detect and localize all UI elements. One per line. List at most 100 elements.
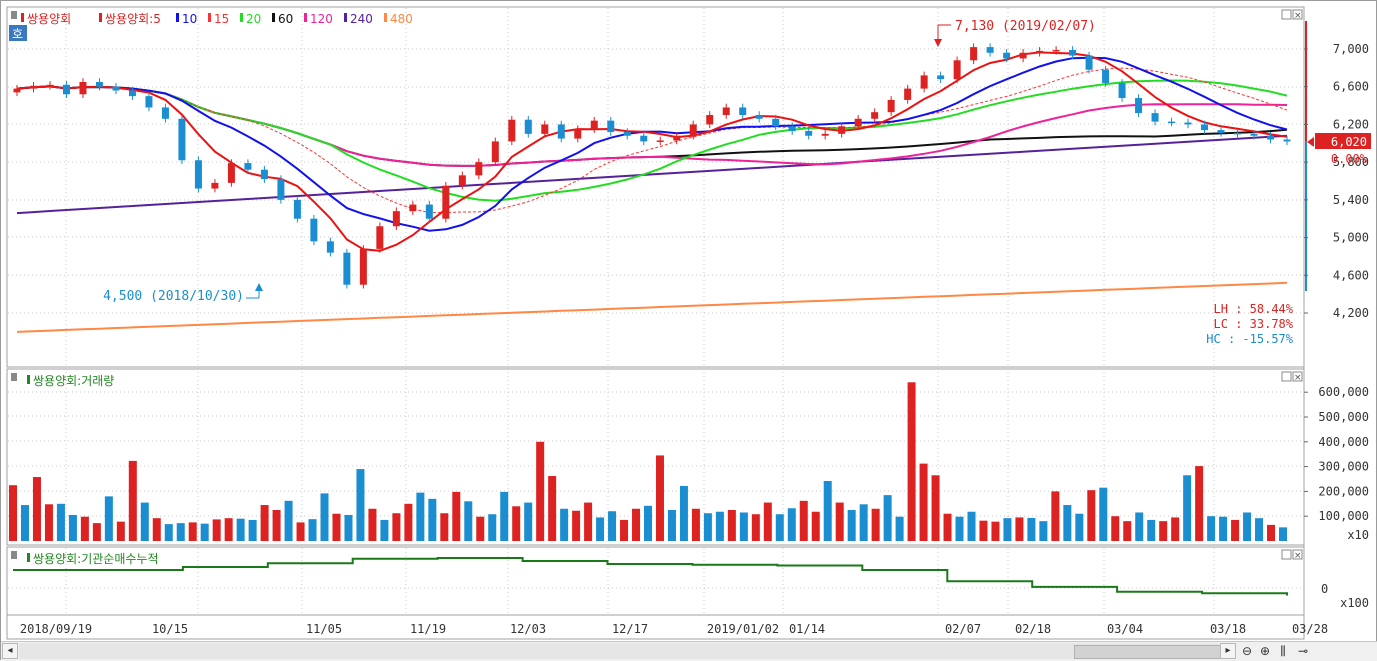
volume-bar	[727, 510, 736, 541]
moving-average-lines	[16, 51, 1288, 333]
volume-bar	[1039, 521, 1048, 541]
x-axis-label: 03/28	[1292, 622, 1328, 636]
x-axis-label: 12/03	[510, 622, 546, 636]
scroll-track[interactable]	[19, 643, 1234, 659]
zoom-in-icon[interactable]: ⊕	[1259, 644, 1271, 658]
candle-body	[937, 75, 945, 80]
candle-body	[1151, 113, 1159, 122]
x-axis-label: 11/19	[410, 622, 446, 636]
volume-bar	[380, 519, 389, 541]
price-panel-window-icons[interactable]: ×	[1281, 9, 1303, 21]
volume-legend[interactable]: 쌍용양회:거래량	[11, 373, 114, 388]
candle-body	[211, 182, 219, 189]
volume-bar	[296, 522, 305, 541]
volume-bar	[248, 519, 257, 541]
legend-ma-swatch	[272, 13, 275, 22]
x-axis-label: 11/05	[306, 622, 342, 636]
volume-bar	[823, 480, 832, 541]
volume-bar	[20, 505, 29, 541]
price-tick-label: 6,600	[1333, 80, 1369, 94]
zoom-out-icon[interactable]: ⊖	[1241, 644, 1253, 658]
candle-body	[673, 135, 681, 141]
volume-bar	[1267, 524, 1276, 541]
volume-bar	[1027, 517, 1036, 541]
inst-legend[interactable]: 쌍용양회:기관순매수누적	[11, 551, 158, 566]
volume-tick-label: 100,000	[1318, 509, 1369, 523]
volume-bar	[92, 523, 101, 541]
range-slider-icon[interactable]: ⊸	[1297, 644, 1309, 658]
candle-body	[854, 118, 862, 127]
volume-bar	[404, 503, 413, 541]
volume-bar	[775, 514, 784, 541]
candle-body	[310, 218, 318, 242]
volume-tick-label: 300,000	[1318, 460, 1369, 474]
inst-panel-window-icons[interactable]: ×	[1281, 549, 1303, 561]
candlesticks	[13, 43, 1291, 289]
inst-cumulative-line	[13, 557, 1288, 596]
volume-bar	[332, 513, 341, 541]
volume-bar	[691, 508, 700, 541]
bar-width-icon[interactable]: ⫼	[1280, 644, 1286, 658]
price-tick-label: 5,000	[1333, 231, 1369, 245]
candle-body	[755, 115, 763, 119]
volume-bar	[596, 517, 605, 541]
volume-bar	[979, 520, 988, 541]
candle-body	[1168, 121, 1176, 124]
candle-body	[409, 204, 417, 212]
volume-bar	[1219, 516, 1228, 541]
volume-panel-window-icons[interactable]: ×	[1281, 371, 1303, 383]
scroll-right-button[interactable]: ▸	[1220, 643, 1236, 659]
candle-body	[161, 107, 169, 119]
volume-bar	[1243, 512, 1252, 541]
volume-bar	[787, 508, 796, 541]
candle-body	[442, 185, 450, 219]
volume-bar	[500, 491, 509, 541]
candle-body	[128, 90, 136, 97]
volume-bar	[1015, 517, 1024, 541]
x-axis-labels: 2018/09/19 10/15 11/05 11/19 12/03 12/17 2019/…	[20, 622, 1328, 636]
x-axis-label: 2019/01/02	[707, 622, 779, 636]
volume-bar	[284, 500, 293, 541]
volume-tick-label: 400,000	[1318, 435, 1369, 449]
volume-bar	[739, 512, 748, 541]
scroll-thumb[interactable]	[1074, 645, 1234, 659]
legend-ma-period: 20	[246, 12, 261, 26]
candle-body	[425, 204, 433, 219]
candle-body	[772, 118, 780, 127]
x-axis-label: 01/14	[789, 622, 825, 636]
volume-bar	[1195, 466, 1204, 541]
chart-scrollbar[interactable]: ◂ ▸ ⊖ ⊕ ⫼ ⊸	[1, 641, 1377, 661]
svg-text:×: ×	[1294, 11, 1302, 21]
candle-body	[1135, 98, 1143, 114]
x-axis-label: 2018/09/19	[20, 622, 92, 636]
volume-y-axis: 600,000 500,000 400,000 300,000 200,000 100,0…	[1304, 385, 1369, 523]
candle-body	[79, 82, 87, 95]
price-tick-label: 7,000	[1333, 42, 1369, 56]
volume-bar	[931, 475, 940, 541]
price-legend[interactable]: 쌍용양회 쌍용양회:5 10 15 20 60 120 240 480	[11, 11, 413, 26]
legend-ma-swatch	[240, 13, 243, 22]
candle-body	[1003, 52, 1011, 59]
candle-body	[821, 133, 829, 136]
candle-body	[145, 96, 153, 108]
price-stats: LH : 58.44% LC : 33.78% HC : -15.57%	[1206, 302, 1293, 346]
volume-bar	[751, 514, 760, 541]
candle-body	[904, 88, 912, 100]
candle-body	[607, 120, 615, 132]
volume-bar	[416, 492, 425, 541]
scroll-left-button[interactable]: ◂	[2, 643, 18, 659]
ma-480-line	[16, 281, 1288, 333]
volume-bar	[763, 502, 772, 541]
candle-body	[1036, 50, 1044, 53]
volume-bar	[488, 514, 497, 541]
volume-bar	[368, 508, 377, 541]
volume-bar	[140, 502, 149, 541]
volume-bar	[512, 506, 521, 541]
volume-bar	[428, 498, 437, 541]
volume-bar	[560, 508, 569, 541]
candle-body	[491, 141, 499, 163]
candle-body	[458, 175, 466, 186]
current-price-box	[1315, 133, 1371, 149]
candle-body	[194, 160, 202, 189]
